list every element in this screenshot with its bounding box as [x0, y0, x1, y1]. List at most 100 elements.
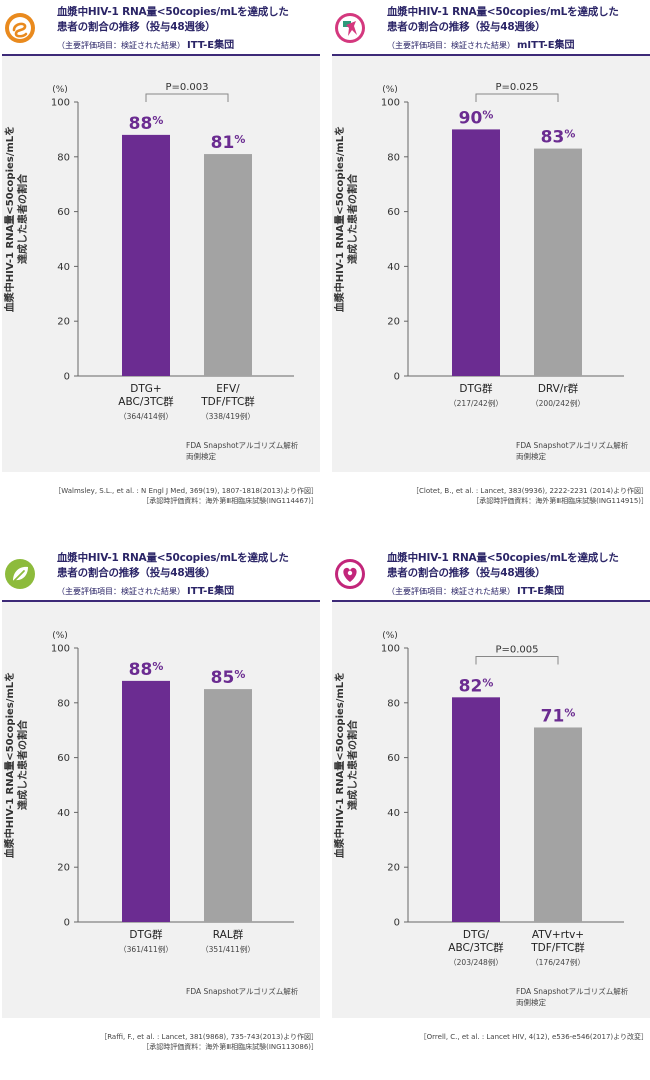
category-n-label: （203/248例） [449, 957, 503, 967]
category-label: TDF/FTC群 [200, 395, 255, 408]
pink-figure-icon [335, 13, 365, 43]
bar-value-label: 88% [129, 660, 164, 680]
population-label: ITT-E集団 [187, 40, 235, 51]
category-label: DTG/ [463, 929, 490, 941]
bar [534, 148, 582, 376]
panel-title-line1: 血漿中HIV-1 RNA量<50copies/mLを達成した [387, 552, 619, 564]
header-divider [332, 600, 650, 602]
category-label: EFV/ [216, 383, 240, 395]
green-leaf-icon [5, 559, 35, 589]
bar-value-label: 85% [211, 668, 246, 688]
bar [452, 129, 500, 376]
panel-subtitle: （主要評価項目：検証された結果） ITT-E集団 [57, 586, 235, 597]
panel-title-line1: 血漿中HIV-1 RNA量<50copies/mLを達成した [57, 552, 289, 564]
y-tick-label: 0 [64, 918, 70, 929]
category-label: RAL群 [213, 928, 244, 941]
bar [534, 727, 582, 922]
y-tick-label: 20 [57, 863, 70, 874]
bar-chart: (%) 0 20 40 60 80 100 88% DTG群 （361/411例） 85% RAL群 （… [51, 631, 299, 996]
panel-title-line2: 患者の割合の推移（投与48週後） [387, 567, 546, 579]
significance-bracket [475, 655, 559, 665]
y-tick-label: 100 [381, 644, 400, 655]
test-note: 両側検定 [516, 451, 546, 461]
category-n-label: （338/419例） [201, 411, 255, 421]
bar-value-label: 82% [459, 676, 494, 696]
panel-header: 血漿中HIV-1 RNA量<50copies/mLを達成した 患者の割合の推移（… [332, 2, 650, 54]
chart-area: 血漿中HIV-1 RNA量<50copies/mLを 達成した患者の割合 (%) 0… [332, 56, 650, 472]
orange-swirl-icon [5, 13, 35, 43]
y-tick-label: 80 [57, 152, 70, 163]
population-label: ITT-E集団 [517, 586, 565, 597]
panel-title-line2: 患者の割合の推移（投与48週後） [57, 567, 216, 579]
category-n-label: （361/411例） [119, 944, 173, 954]
chart-area: 血漿中HIV-1 RNA量<50copies/mLを 達成した患者の割合 (%) 0… [2, 56, 320, 472]
bar [452, 697, 500, 922]
bar-chart: (%) 0 20 40 60 80 100 82% DTG/ABC/3TC群 （203/248例）… [381, 631, 629, 1007]
category-label: ABC/3TC群 [448, 941, 504, 954]
significance-bracket [145, 93, 229, 102]
p-value-label: P=0.003 [165, 82, 208, 93]
y-tick-label: 40 [57, 262, 70, 273]
y-tick-label: 0 [394, 918, 400, 929]
category-label: ABC/3TC群 [118, 395, 174, 408]
bar [204, 689, 252, 922]
header-divider [2, 54, 320, 56]
test-note: 両側検定 [186, 451, 216, 461]
y-tick-label: 0 [64, 372, 70, 383]
y-tick-label: 100 [51, 644, 70, 655]
category-n-label: （176/247例） [531, 957, 585, 967]
panel-title-line2: 患者の割合の推移（投与48週後） [387, 21, 546, 33]
magenta-heart-icon [335, 559, 365, 589]
citation: ［Clotet, B., et al. : Lancet, 383(9936),… [412, 487, 648, 505]
y-unit-label: (%) [52, 631, 68, 641]
panel-header: 血漿中HIV-1 RNA量<50copies/mLを達成した 患者の割合の推移（… [2, 548, 320, 600]
significance-bracket [475, 93, 559, 102]
category-label: ATV+rtv+ [532, 929, 584, 941]
y-unit-label: (%) [382, 631, 398, 641]
citation: ［Raffi, F., et al. : Lancet, 381(9868), … [100, 1033, 318, 1051]
test-note: 両側検定 [516, 997, 546, 1007]
y-tick-label: 40 [57, 808, 70, 819]
y-tick-label: 40 [387, 262, 400, 273]
y-tick-label: 60 [387, 753, 400, 764]
panel-title-line1: 血漿中HIV-1 RNA量<50copies/mLを達成した [387, 6, 619, 18]
bar [122, 134, 170, 376]
bar-value-label: 88% [129, 114, 164, 134]
bar-value-label: 71% [541, 706, 576, 726]
y-tick-label: 100 [51, 98, 70, 109]
y-tick-label: 0 [394, 372, 400, 383]
y-tick-label: 60 [57, 753, 70, 764]
bar [122, 680, 170, 922]
p-value-label: P=0.025 [495, 82, 538, 93]
category-label: DTG群 [459, 382, 493, 395]
y-tick-label: 40 [387, 808, 400, 819]
population-label: mITT-E集団 [517, 40, 575, 51]
category-n-label: （351/411例） [201, 944, 255, 954]
y-tick-label: 80 [387, 152, 400, 163]
panel-subtitle: （主要評価項目：検証された結果） ITT-E集団 [387, 586, 565, 597]
y-tick-label: 60 [57, 207, 70, 218]
y-tick-label: 80 [387, 698, 400, 709]
y-tick-label: 20 [387, 863, 400, 874]
panel-header: 血漿中HIV-1 RNA量<50copies/mLを達成した 患者の割合の推移（… [2, 2, 320, 54]
category-label: DTG+ [130, 383, 161, 395]
chart-area: 血漿中HIV-1 RNA量<50copies/mLを 達成した患者の割合 (%) 0… [2, 602, 320, 1018]
analysis-note: FDA Snapshotアルゴリズム解析 [186, 440, 299, 450]
population-label: ITT-E集団 [187, 586, 235, 597]
y-tick-label: 20 [387, 317, 400, 328]
analysis-note: FDA Snapshotアルゴリズム解析 [516, 440, 629, 450]
analysis-note: FDA Snapshotアルゴリズム解析 [186, 986, 299, 996]
panel-title-line1: 血漿中HIV-1 RNA量<50copies/mLを達成した [57, 6, 289, 18]
y-unit-label: (%) [382, 85, 398, 95]
panel-title-line2: 患者の割合の推移（投与48週後） [57, 21, 216, 33]
category-n-label: （217/242例） [449, 398, 503, 408]
category-n-label: （364/414例） [119, 411, 173, 421]
y-tick-label: 20 [57, 317, 70, 328]
panel-header: 血漿中HIV-1 RNA量<50copies/mLを達成した 患者の割合の推移（… [332, 548, 650, 600]
panel-subtitle: （主要評価項目：検証された結果） mITT-E集団 [387, 40, 575, 51]
chart-area: 血漿中HIV-1 RNA量<50copies/mLを 達成した患者の割合 (%) 0… [332, 602, 650, 1018]
bar-value-label: 81% [211, 133, 246, 153]
bar-chart: (%) 0 20 40 60 80 100 88% DTG+ABC/3TC群 （364/414例）… [51, 82, 299, 461]
y-tick-label: 100 [381, 98, 400, 109]
category-label: DRV/r群 [538, 382, 579, 395]
